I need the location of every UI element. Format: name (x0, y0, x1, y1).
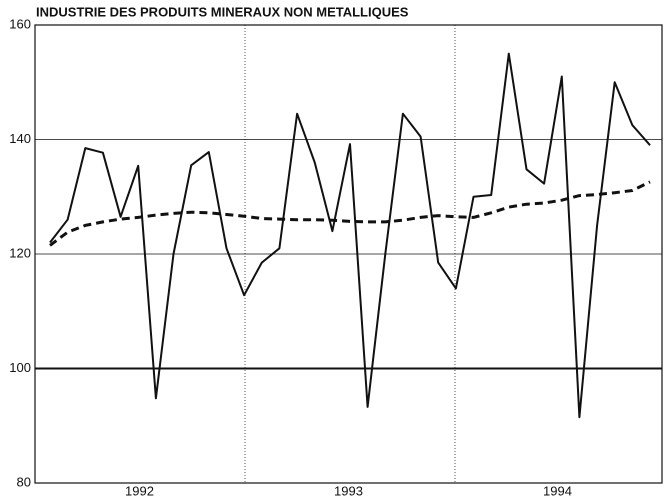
y-tick-label: 80 (17, 474, 31, 489)
x-year-label: 1992 (125, 483, 154, 498)
y-tick-label: 140 (9, 131, 31, 146)
x-year-label: 1994 (543, 483, 572, 498)
chart-title: INDUSTRIE DES PRODUITS MINERAUX NON META… (36, 4, 409, 19)
y-tick-label: 100 (9, 360, 31, 375)
y-tick-label: 160 (9, 16, 31, 31)
series-line (49, 52, 651, 419)
y-tick-label: 120 (9, 245, 31, 260)
x-year-label: 1993 (334, 483, 363, 498)
series-line (49, 180, 651, 247)
